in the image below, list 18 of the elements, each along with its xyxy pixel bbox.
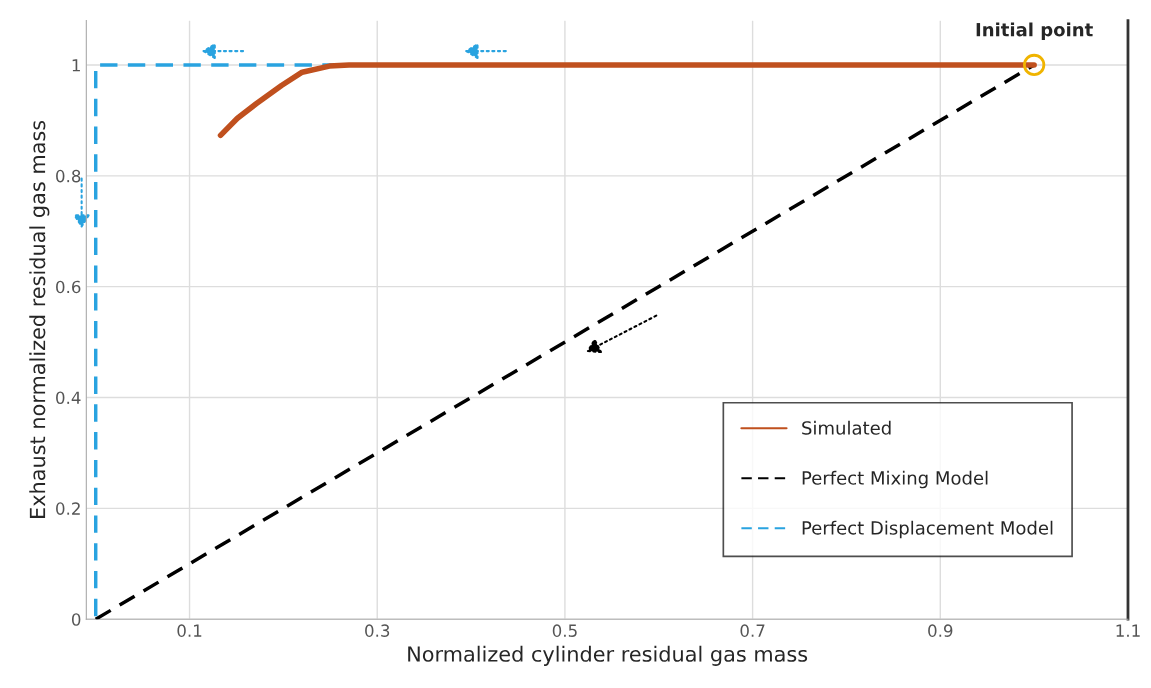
x-tick-label: 1.1 — [1116, 624, 1140, 637]
x-tick-label: 0.9 — [928, 624, 953, 637]
x-axis-title: Normalized cylinder residual gas mass — [408, 645, 808, 666]
y-tick-label: 0.4 — [56, 391, 81, 405]
y-axis-title: Exhaust normalized residual gas mass — [29, 120, 50, 518]
y-tick-label: 0.6 — [56, 280, 81, 294]
x-tick-label: 0.3 — [365, 624, 390, 637]
legend-label: Perfect Displacement Model — [802, 520, 1053, 539]
annotation: Initial point — [976, 22, 1093, 40]
x-tick-label: 0.1 — [177, 624, 202, 637]
x-tick-label: 0.5 — [552, 624, 577, 637]
y-tick-label: 0.8 — [56, 169, 81, 183]
legend-label: Perfect Mixing Model — [802, 470, 988, 489]
y-tick-label: 0.2 — [56, 502, 80, 515]
x-tick-label: 0.7 — [740, 624, 765, 637]
y-tick-label: 0 — [71, 613, 81, 626]
y-tick-label: 1 — [72, 59, 80, 72]
legend-label: Simulated — [802, 420, 891, 435]
